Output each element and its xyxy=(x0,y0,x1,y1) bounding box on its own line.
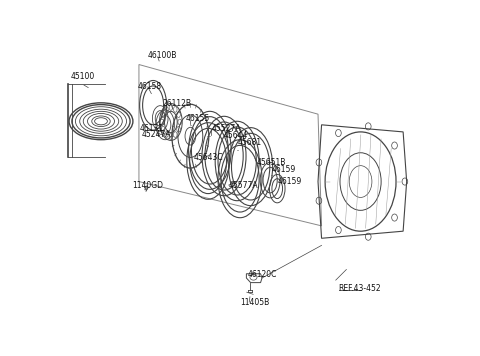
Text: 46158: 46158 xyxy=(137,82,161,91)
Text: 45681: 45681 xyxy=(237,138,261,147)
Text: 46159: 46159 xyxy=(272,165,296,174)
Text: 45527A: 45527A xyxy=(212,124,241,133)
Text: 46100B: 46100B xyxy=(148,51,177,60)
Text: 45247A: 45247A xyxy=(142,130,171,139)
Text: 46159: 46159 xyxy=(277,177,301,186)
Text: 11405B: 11405B xyxy=(240,298,269,307)
Text: 45651B: 45651B xyxy=(257,158,287,167)
Ellipse shape xyxy=(145,187,148,189)
Text: 45100: 45100 xyxy=(71,72,95,82)
Text: 46155: 46155 xyxy=(186,114,210,123)
Text: 46131: 46131 xyxy=(140,124,164,133)
Text: 46120C: 46120C xyxy=(248,270,277,279)
Text: 45644: 45644 xyxy=(224,131,249,140)
Text: 45643C: 45643C xyxy=(193,153,223,162)
Text: 26112B: 26112B xyxy=(163,99,192,108)
Text: 45577A: 45577A xyxy=(228,180,258,190)
Text: REF.43-452: REF.43-452 xyxy=(338,284,381,293)
Text: 1140GD: 1140GD xyxy=(132,180,163,190)
